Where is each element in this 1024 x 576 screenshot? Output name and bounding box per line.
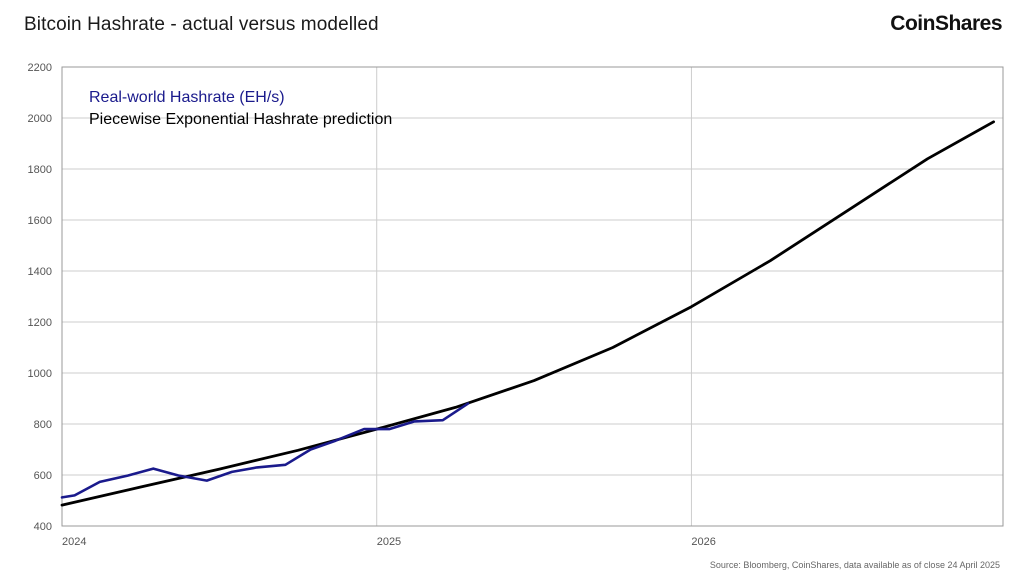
predicted-hashrate-line <box>60 120 995 507</box>
actual-hashrate-line <box>60 402 470 499</box>
y-tick-label: 600 <box>34 470 52 482</box>
chart-title: Bitcoin Hashrate - actual versus modelle… <box>24 14 379 35</box>
y-tick-label: 400 <box>34 521 52 533</box>
y-tick-label: 2000 <box>28 113 52 125</box>
y-tick-label: 800 <box>34 419 52 431</box>
coinshares-logo: CoinShares <box>890 12 1002 35</box>
plot-frame <box>61 66 1004 527</box>
x-tick-label: 2025 <box>377 536 401 548</box>
x-tick-label: 2026 <box>691 536 715 548</box>
legend-actual: Real-world Hashrate (EH/s) <box>89 89 285 106</box>
grid-layer <box>61 66 1003 527</box>
axes-layer: 400 600 800 1000 1200 1400 1600 1800 2000 2200 202… <box>28 62 1004 548</box>
y-tick-label: 1200 <box>28 317 52 329</box>
y-tick-label: 1600 <box>28 215 52 227</box>
source-note: Source: Bloomberg, CoinShares, data avai… <box>709 560 1000 570</box>
y-tick-label: 1400 <box>28 266 52 278</box>
y-tick-label: 2200 <box>28 62 52 74</box>
series-layer <box>60 120 995 507</box>
x-tick-label: 2024 <box>62 536 86 548</box>
legend-prediction: Piecewise Exponential Hashrate predictio… <box>89 111 392 128</box>
y-tick-label: 1000 <box>28 368 52 380</box>
y-tick-label: 1800 <box>28 164 52 176</box>
legend-layer: Real-world Hashrate (EH/s) Piecewise Expo… <box>89 89 392 128</box>
